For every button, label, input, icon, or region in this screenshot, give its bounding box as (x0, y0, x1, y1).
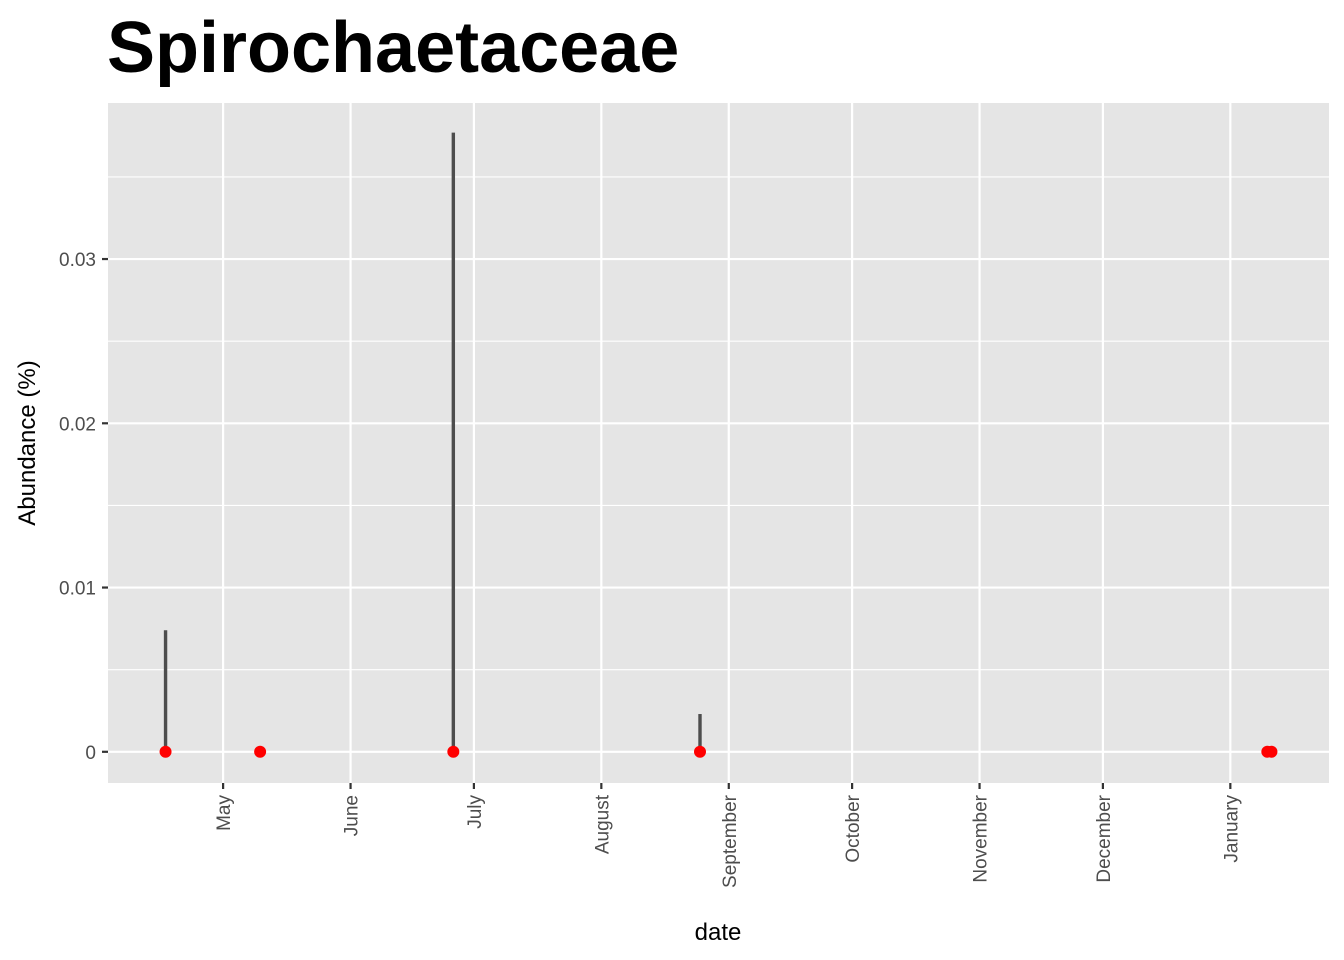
chart-title: Spirochaetaceae (107, 8, 679, 88)
data-point (694, 745, 706, 758)
x-tick-label: September (720, 794, 741, 888)
data-point (1265, 745, 1278, 758)
x-tick-label: July (465, 795, 486, 829)
y-tick-label: 0.03 (59, 250, 96, 271)
x-tick-label: January (1221, 795, 1242, 863)
x-axis-title: date (695, 919, 742, 946)
error-bars (163, 132, 702, 752)
x-tick-label: June (342, 795, 363, 836)
x-tick-label: October (843, 794, 864, 862)
grid-lines (108, 103, 1329, 783)
y-axis-title: Abundance (%) (14, 360, 41, 525)
x-tick-label: December (1094, 794, 1115, 882)
x-tick-label: May (214, 795, 235, 831)
x-axis: May June July August September October Novembe… (214, 783, 1242, 888)
y-axis: 0 0.01 0.02 0.03 (59, 250, 108, 764)
y-tick-label: 0 (85, 743, 96, 764)
plot-panel (108, 103, 1329, 783)
data-point (447, 745, 460, 758)
data-points (159, 745, 1278, 758)
x-tick-label: November (971, 794, 992, 882)
y-tick-label: 0.01 (59, 579, 96, 600)
data-point (254, 745, 267, 758)
y-tick-label: 0.02 (59, 414, 96, 435)
x-tick-label: August (592, 794, 613, 854)
data-point (159, 745, 172, 758)
